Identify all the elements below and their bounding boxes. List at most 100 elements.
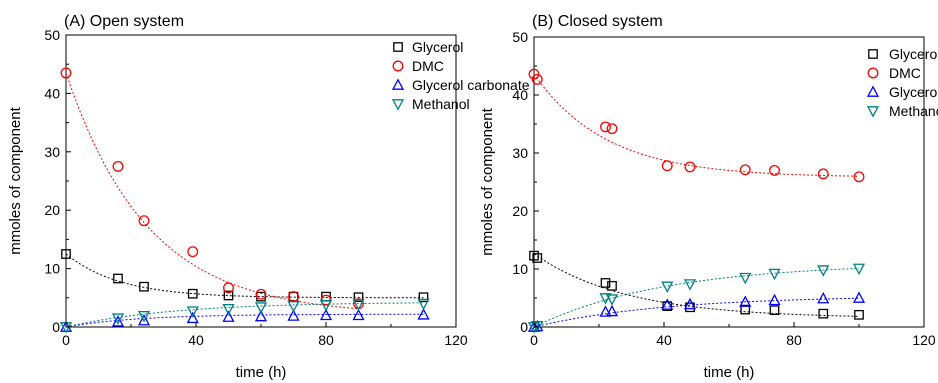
fit-curve-glycerol: [65, 253, 424, 299]
y-tick-label: 0: [520, 319, 528, 335]
data-point-glycerol: [662, 301, 673, 311]
fit-curve-methanol: [65, 302, 424, 328]
data-point-glycerol-carbonate: [739, 295, 752, 307]
data-point-glycerol-carbonate: [137, 313, 151, 326]
data-point-glycerol: [113, 273, 123, 284]
data-point-dmc: [739, 164, 751, 176]
data-point-methanol: [531, 320, 544, 333]
chart-panel-1: 0 40 80 120 0 10 20 30 40 50(B) Closed system time…: [479, 13, 938, 381]
data-point-glycerol-carbonate: [599, 305, 612, 317]
data-point-dmc: [684, 161, 696, 173]
y-tick-label: 30: [512, 145, 528, 161]
data-point-glycerol-carbonate: [852, 291, 866, 303]
legend-label: Glycerol: [412, 39, 463, 55]
y-tick-label: 20: [44, 202, 60, 218]
legend-label: Methanol: [412, 96, 470, 112]
data-point-glycerol: [532, 253, 543, 263]
x-axis-title: time (h): [704, 364, 755, 381]
data-point-dmc: [187, 246, 199, 258]
data-point-glycerol: [600, 278, 611, 288]
data-point-glycerol: [529, 250, 539, 261]
legend-marker: [866, 106, 880, 118]
legend-marker: [391, 99, 405, 111]
data-point-methanol: [222, 304, 235, 316]
legend-marker: [393, 42, 403, 52]
y-tick-label: 40: [512, 87, 528, 103]
fit-curve-dmc: [533, 73, 859, 177]
data-point-methanol: [254, 302, 268, 314]
data-point-methanol: [319, 299, 333, 312]
data-point-methanol: [137, 311, 151, 323]
data-point-glycerol-carbonate: [661, 298, 674, 310]
legend-label: Glycerol carbonate: [889, 84, 938, 100]
y-tick-label: 0: [52, 319, 60, 335]
data-point-glycerol-carbonate: [254, 309, 268, 322]
x-tick-label: 120: [912, 332, 936, 348]
data-point-dmc: [853, 171, 865, 183]
data-point-dmc: [255, 288, 267, 300]
data-point-glycerol: [418, 292, 429, 303]
legend-label: DMC: [889, 65, 921, 81]
x-tick-label: 40: [188, 332, 204, 348]
data-point-methanol: [352, 299, 365, 311]
legend-marker: [868, 49, 878, 59]
data-point-glycerol: [223, 290, 234, 301]
data-point-glycerol: [139, 281, 149, 292]
data-point-glycerol-carbonate: [287, 309, 300, 321]
data-point-methanol: [599, 293, 612, 305]
panel-title: (A) Open system: [64, 13, 184, 30]
legend-marker: [867, 67, 879, 79]
data-point-dmc: [661, 160, 673, 172]
data-point-glycerol: [353, 292, 364, 303]
x-tick-label: 120: [444, 332, 468, 348]
data-point-methanol: [683, 279, 697, 291]
legend-marker: [866, 85, 880, 97]
data-point-methanol: [287, 301, 300, 313]
data-point-glycerol-carbonate: [319, 308, 333, 321]
y-tick-label: 10: [44, 261, 60, 277]
data-point-glycerol-carbonate: [417, 308, 430, 320]
data-point-dmc: [817, 168, 829, 180]
legend-label: Glycerol: [889, 46, 938, 62]
y-tick-label: 20: [512, 203, 528, 219]
data-point-methanol: [111, 313, 125, 325]
data-point-glycerol-carbonate: [186, 311, 199, 324]
y-tick-label: 30: [44, 144, 60, 160]
data-point-methanol: [768, 268, 781, 281]
data-point-glycerol-carbonate: [352, 308, 365, 321]
data-point-methanol: [817, 265, 830, 277]
data-point-glycerol: [61, 249, 71, 259]
x-tick-label: 80: [786, 332, 802, 348]
legend-label: DMC: [412, 58, 444, 74]
x-tick-label: 40: [656, 332, 672, 348]
data-point-methanol: [417, 298, 430, 311]
data-point-glycerol: [187, 288, 198, 299]
data-point-methanol: [605, 294, 619, 306]
y-tick-label: 50: [512, 29, 528, 45]
data-point-dmc: [600, 121, 611, 133]
x-tick-label: 0: [62, 332, 70, 348]
data-point-dmc: [769, 164, 780, 176]
fit-curve-glycerol-carbonate: [65, 313, 424, 328]
data-point-methanol: [186, 306, 199, 318]
y-tick-label: 40: [44, 85, 60, 101]
legend-marker: [391, 78, 405, 90]
y-axis-title: mmoles of component: [479, 107, 496, 255]
panel-title: (B) Closed system: [532, 13, 663, 30]
fit-curve-methanol: [533, 267, 860, 328]
data-point-glycerol-carbonate: [768, 293, 781, 306]
data-point-dmc: [60, 67, 72, 79]
data-point-glycerol-carbonate: [111, 315, 125, 327]
data-point-dmc: [531, 73, 543, 85]
data-point-methanol: [852, 263, 866, 276]
data-point-dmc: [138, 215, 150, 227]
legend-label: Methanol: [889, 103, 938, 119]
fit-curve-glycerol-carbonate: [533, 297, 859, 328]
data-point-glycerol-carbonate: [683, 297, 697, 310]
x-tick-label: 80: [318, 332, 334, 348]
fit-curve-dmc: [65, 72, 359, 310]
data-point-glycerol: [854, 309, 864, 320]
data-point-glycerol: [740, 304, 751, 315]
